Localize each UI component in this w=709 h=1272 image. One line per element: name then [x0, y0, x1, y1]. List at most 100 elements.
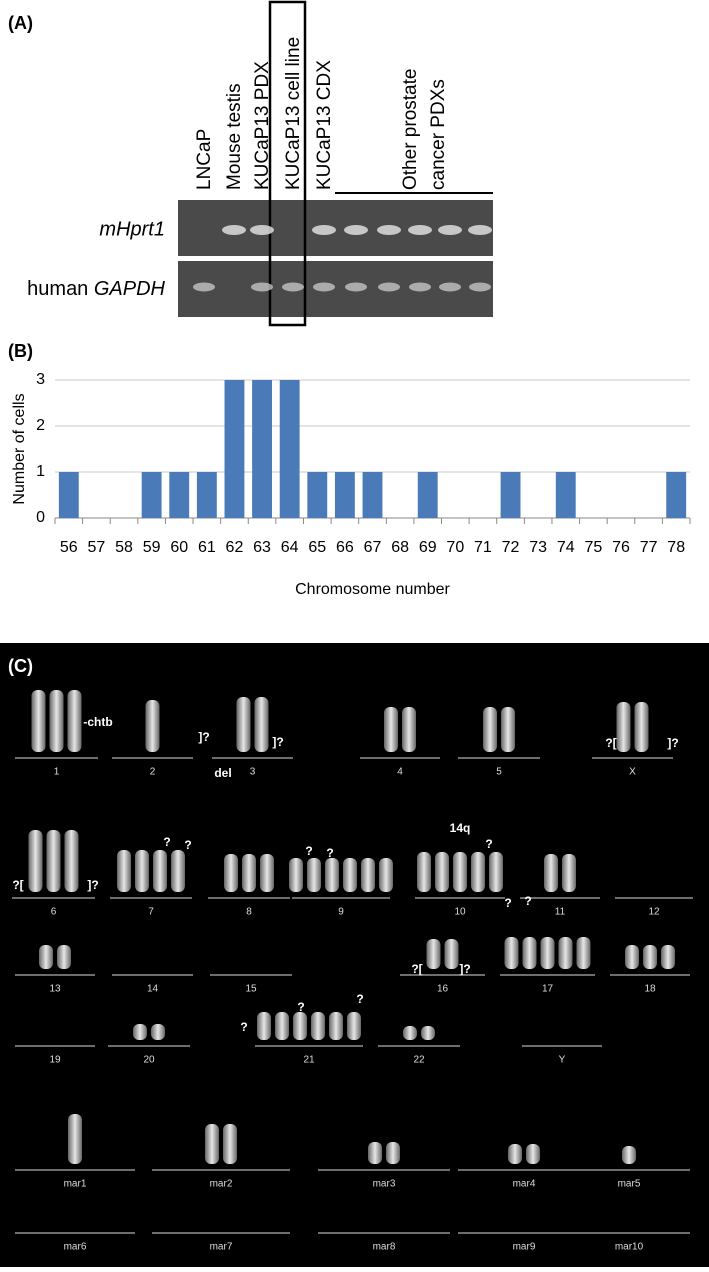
x-tick-label: 70 — [446, 539, 464, 556]
chromosome — [426, 939, 441, 969]
chromosome — [386, 1142, 400, 1164]
gel-band — [439, 282, 461, 292]
chromosome — [616, 702, 631, 752]
annotation: 14q — [450, 821, 471, 835]
bar — [224, 380, 245, 518]
chromosome — [347, 1012, 361, 1040]
x-tick-label: 66 — [336, 539, 354, 556]
chromosome — [522, 937, 537, 969]
annotation: ?[ — [605, 736, 616, 750]
chromosome — [145, 700, 160, 752]
x-tick-label: 57 — [88, 539, 106, 556]
chromosome-label: mar2 — [210, 1179, 233, 1190]
chromosome — [558, 937, 573, 969]
chromosome — [293, 1012, 307, 1040]
x-tick-label: 77 — [640, 539, 658, 556]
bar — [169, 472, 190, 518]
chromosome — [64, 830, 79, 892]
gel-band — [313, 282, 335, 292]
x-tick-label: 76 — [612, 539, 630, 556]
chromosome-label: mar6 — [64, 1242, 87, 1253]
annotation: ? — [163, 835, 170, 849]
chromosome — [133, 1024, 147, 1040]
lane-label: LNCaP — [194, 129, 215, 190]
chromosome — [257, 1012, 271, 1040]
chromosome-label: 4 — [397, 767, 403, 778]
gel-band — [250, 225, 274, 235]
chromosome-label: 20 — [143, 1055, 155, 1066]
chromosome-label: 10 — [454, 907, 466, 918]
bar — [196, 472, 217, 518]
chromosome — [540, 937, 555, 969]
x-tick-label: 67 — [364, 539, 382, 556]
row-label-part: GAPDH — [94, 278, 166, 300]
x-tick-label: 78 — [667, 539, 685, 556]
annotation: ? — [326, 846, 333, 860]
chromosome — [311, 1012, 325, 1040]
chromosome — [68, 1114, 82, 1164]
gel-band — [468, 225, 492, 235]
bar — [252, 380, 273, 518]
chromosome — [171, 850, 185, 892]
bar — [141, 472, 162, 518]
annotation: ]? — [198, 730, 209, 744]
lane-label: KUCaP13 CDX — [314, 60, 335, 190]
x-tick-label: 73 — [529, 539, 547, 556]
chromosome — [544, 854, 558, 892]
annotation: ? — [240, 1020, 247, 1034]
x-tick-label: 68 — [391, 539, 409, 556]
chromosome — [489, 852, 503, 892]
x-tick-label: 72 — [502, 539, 520, 556]
chromosome — [151, 1024, 165, 1040]
chromosome — [49, 690, 64, 752]
chromosome — [343, 858, 357, 892]
chromosome — [31, 690, 46, 752]
chromosome-label: 14 — [147, 984, 159, 995]
chromosome — [634, 702, 649, 752]
annotation: ? — [356, 992, 363, 1006]
chromosome — [57, 945, 71, 969]
annotation: ? — [504, 896, 511, 910]
gel-band — [193, 282, 215, 292]
annotation: ]? — [667, 736, 678, 750]
bar — [58, 472, 79, 518]
gel-band — [251, 282, 273, 292]
chromosome-label: 1 — [54, 767, 60, 778]
annotation: ?[ — [411, 962, 422, 976]
chromosome-label: 7 — [148, 907, 154, 918]
chromosome — [260, 854, 274, 892]
bar — [417, 472, 438, 518]
annotation: ? — [524, 894, 531, 908]
chromosome-label: 3 — [250, 767, 256, 778]
highlight-box — [268, 0, 307, 327]
chromosome — [224, 854, 238, 892]
lane-label: Mouse testis — [224, 83, 245, 190]
chromosome-label: 6 — [51, 907, 57, 918]
chromosome — [435, 852, 449, 892]
chromosome — [471, 852, 485, 892]
panel-label: (C) — [8, 656, 33, 676]
x-tick-label: 64 — [281, 539, 299, 556]
gel-band — [344, 225, 368, 235]
bar — [307, 472, 328, 518]
annotation: -chtb — [83, 715, 112, 729]
x-tick-label: 59 — [143, 539, 161, 556]
chromosome — [275, 1012, 289, 1040]
chromosome-label: 13 — [49, 984, 61, 995]
gel-band — [469, 282, 491, 292]
chromosome — [417, 852, 431, 892]
chromosome — [453, 852, 467, 892]
lane-label: KUCaP13 PDX — [252, 61, 273, 190]
chromosome-label: 8 — [246, 907, 252, 918]
chromosome — [28, 830, 43, 892]
gel-band — [222, 225, 246, 235]
chromosome — [39, 945, 53, 969]
chromosome — [576, 937, 591, 969]
gel-band — [378, 282, 400, 292]
chromosome — [368, 1142, 382, 1164]
row-label-part: human — [27, 278, 88, 300]
chromosome — [117, 850, 131, 892]
chromosome — [501, 707, 515, 752]
x-tick-label: 58 — [115, 539, 133, 556]
panel-label: (A) — [8, 13, 33, 33]
